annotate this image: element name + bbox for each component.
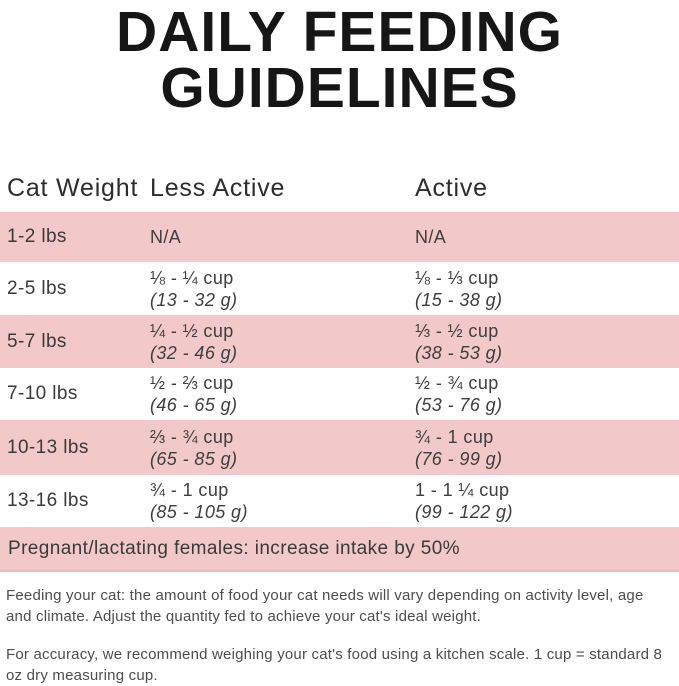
cups-value: ⅛ - ¼ cup <box>150 267 234 288</box>
cups-value: ⅓ - ½ cup <box>415 320 499 341</box>
active-cell: N/A <box>415 226 679 248</box>
cups-value: ½ - ¾ cup <box>415 373 499 393</box>
column-header-active: Active <box>415 174 488 202</box>
feeding-advice-paragraph: Feeding your cat: the amount of food you… <box>6 587 644 625</box>
less-active-cell: ¼ - ½ cup (32 - 46 g) <box>150 320 415 364</box>
grams-value: (99 - 122 g) <box>415 502 513 522</box>
table-header-row: Cat Weight Less Active Active <box>0 142 679 212</box>
column-header-cat-weight: Cat Weight <box>7 174 139 202</box>
grams-value: (53 - 76 g) <box>415 395 503 415</box>
weight-cell: 13-16 lbs <box>7 490 89 511</box>
cups-value: N/A <box>415 227 447 247</box>
grams-value: (46 - 65 g) <box>150 395 238 415</box>
grams-value: (85 - 105 g) <box>150 502 248 522</box>
grams-value: (15 - 38 g) <box>415 289 503 310</box>
less-active-cell: N/A <box>150 226 415 248</box>
grams-value: (13 - 32 g) <box>150 289 238 310</box>
column-header-less-active: Less Active <box>150 174 286 202</box>
active-cell: 1 - 1 ¼ cup (99 - 122 g) <box>415 479 679 523</box>
active-cell: ⅛ - ⅓ cup (15 - 38 g) <box>415 267 679 311</box>
weight-cell: 2-5 lbs <box>7 277 67 299</box>
cups-value: ⅔ - ¾ cup <box>150 426 234 447</box>
weight-cell: 10-13 lbs <box>7 436 89 458</box>
footer-notes: Feeding your cat: the amount of food you… <box>0 585 679 686</box>
less-active-cell: ⅛ - ¼ cup (13 - 32 g) <box>150 267 415 311</box>
grams-value: (38 - 53 g) <box>415 342 503 363</box>
cups-value: N/A <box>150 227 182 247</box>
cups-value: ¼ - ½ cup <box>150 320 234 341</box>
pregnant-lactating-note: Pregnant/lactating females: increase int… <box>8 537 460 559</box>
table-row: 10-13 lbs ⅔ - ¾ cup (65 - 85 g) ¾ - 1 cu… <box>0 420 679 475</box>
active-cell: ¾ - 1 cup (76 - 99 g) <box>415 426 679 470</box>
table-row: 1-2 lbs N/A N/A <box>0 212 679 262</box>
weight-cell: 1-2 lbs <box>7 226 67 247</box>
grams-value: (32 - 46 g) <box>150 342 238 363</box>
less-active-cell: ¾ - 1 cup (85 - 105 g) <box>150 479 415 523</box>
feeding-guidelines-table: Cat Weight Less Active Active 1-2 lbs N/… <box>0 142 679 572</box>
page-title-line-1: DAILY FEEDING <box>116 0 563 64</box>
weight-cell: 5-7 lbs <box>7 330 67 352</box>
cups-value: ½ - ⅔ cup <box>150 373 234 393</box>
table-row: 13-16 lbs ¾ - 1 cup (85 - 105 g) 1 - 1 ¼… <box>0 475 679 527</box>
weight-cell: 7-10 lbs <box>7 383 78 404</box>
active-cell: ½ - ¾ cup (53 - 76 g) <box>415 372 679 416</box>
page-title-line-2: GUIDELINES <box>160 56 519 120</box>
grams-value: (65 - 85 g) <box>150 448 238 469</box>
pregnant-lactating-note-row: Pregnant/lactating females: increase int… <box>0 527 679 572</box>
active-cell: ⅓ - ½ cup (38 - 53 g) <box>415 320 679 364</box>
grams-value: (76 - 99 g) <box>415 448 503 469</box>
cups-value: 1 - 1 ¼ cup <box>415 480 510 500</box>
less-active-cell: ⅔ - ¾ cup (65 - 85 g) <box>150 426 415 470</box>
measuring-accuracy-paragraph: For accuracy, we recommend weighing your… <box>6 646 663 684</box>
cups-value: ¾ - 1 cup <box>415 426 494 447</box>
page-title: DAILY FEEDING GUIDELINES <box>0 0 679 120</box>
table-row: 2-5 lbs ⅛ - ¼ cup (13 - 32 g) ⅛ - ⅓ cup … <box>0 262 679 315</box>
cups-value: ¾ - 1 cup <box>150 480 229 500</box>
table-row: 5-7 lbs ¼ - ½ cup (32 - 46 g) ⅓ - ½ cup … <box>0 315 679 368</box>
cups-value: ⅛ - ⅓ cup <box>415 267 499 288</box>
less-active-cell: ½ - ⅔ cup (46 - 65 g) <box>150 372 415 416</box>
table-row: 7-10 lbs ½ - ⅔ cup (46 - 65 g) ½ - ¾ cup… <box>0 368 679 420</box>
